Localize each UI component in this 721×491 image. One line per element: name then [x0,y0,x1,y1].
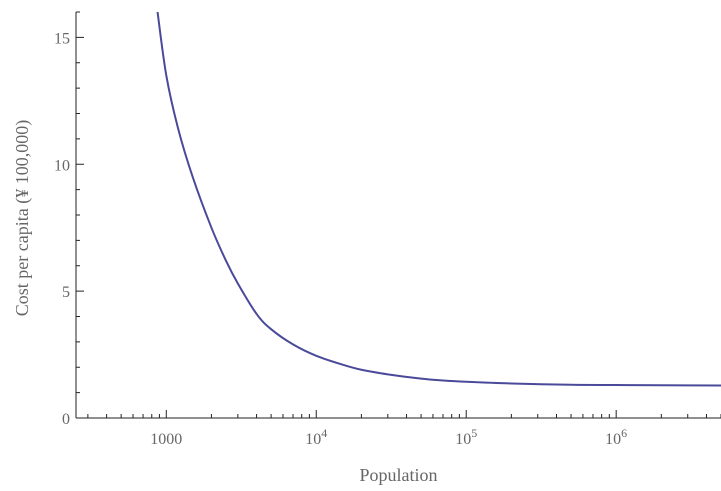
x-tick-label-base: 10 [305,431,321,448]
x-tick-label-base: 1000 [150,431,182,448]
y-tick-label: 10 [54,157,70,174]
x-axis-label: Population [359,465,437,485]
x-tick-label-exponent: 5 [471,426,477,440]
x-tick-label: 106 [605,426,627,448]
y-axis-label: Cost per capita (¥ 100,000) [12,120,33,316]
y-tick-label: 0 [62,411,70,428]
x-tick-label-base: 10 [455,431,471,448]
x-tick-label: 1000 [150,431,182,448]
x-ticks: 1000 104 105 106 [87,410,721,448]
series-line [156,12,721,387]
y-tick-label: 15 [54,30,70,47]
x-tick-label-exponent: 6 [621,426,627,440]
y-ticks: 0 5 10 15 [54,11,84,428]
x-tick-label: 105 [455,426,477,448]
x-tick-label: 104 [305,426,327,448]
x-tick-label-base: 10 [605,431,621,448]
x-tick-label-exponent: 4 [321,426,327,440]
series-group [156,12,721,387]
y-tick-label: 5 [62,284,70,301]
